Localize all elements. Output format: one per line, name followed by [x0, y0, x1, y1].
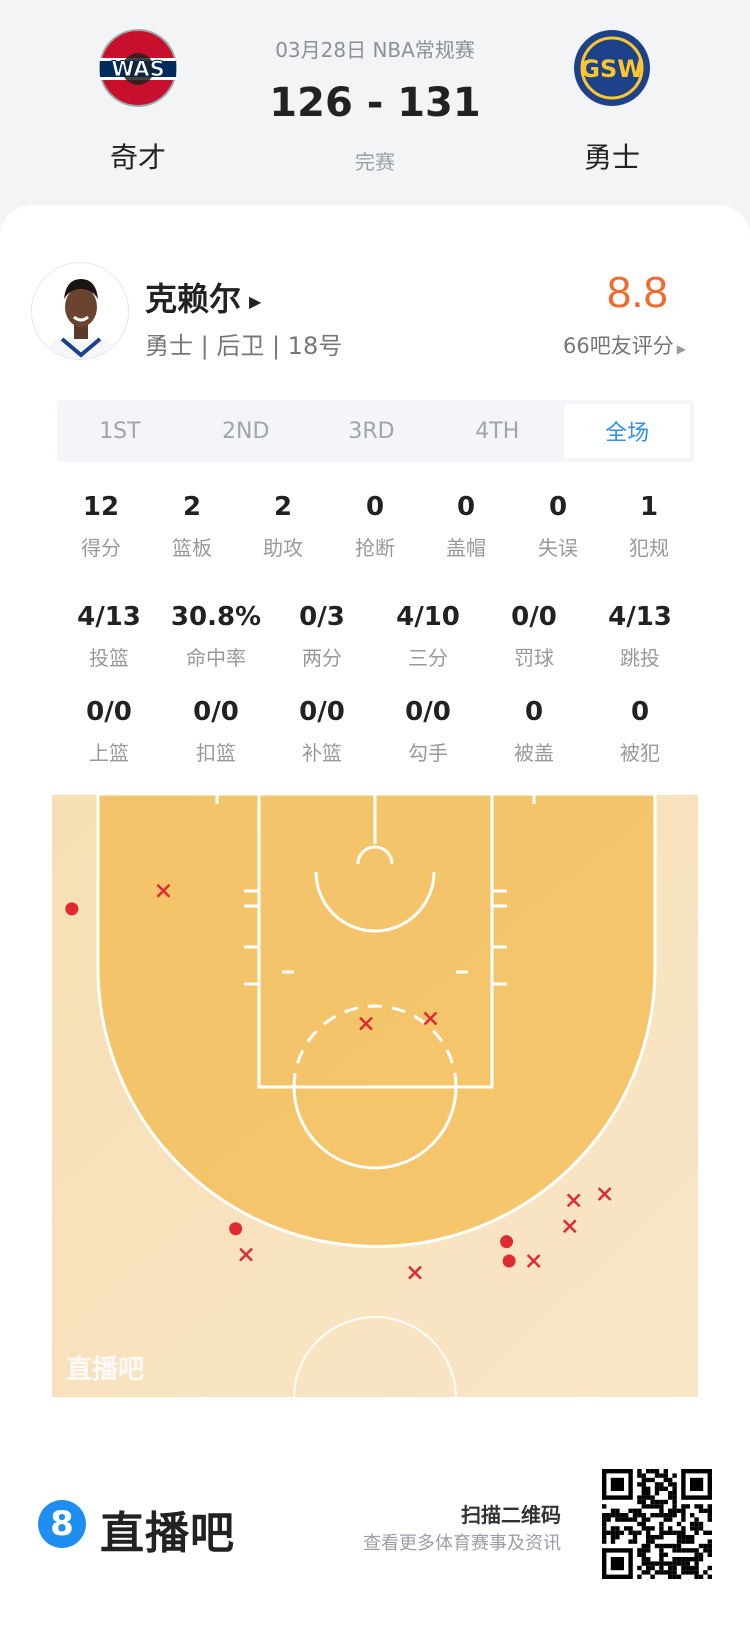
missed-shot-marker — [423, 1011, 438, 1026]
game-score: 126 - 131 — [269, 80, 481, 126]
watermark: 直播吧 — [66, 1355, 144, 1385]
game-status: 完赛 — [355, 150, 395, 174]
stat-value: 2 — [273, 492, 293, 522]
hoop — [356, 845, 394, 865]
stat-label: 犯规 — [629, 536, 669, 560]
period-tabs: 1ST 2ND 3RD 4TH 全场 — [57, 400, 694, 462]
home-team-name[interactable]: 奇才 — [109, 141, 167, 174]
missed-shot-marker — [562, 1219, 577, 1234]
missed-shot-marker — [526, 1254, 541, 1268]
made-shot-marker — [502, 1254, 516, 1268]
lane-ticks — [215, 794, 536, 986]
made-shot-marker — [500, 1235, 514, 1249]
stat-value: 2 — [182, 492, 202, 522]
stat-label: 抢断 — [355, 536, 395, 560]
three-point-line — [96, 794, 657, 1248]
made-shot-marker — [229, 1222, 243, 1236]
stat-value: 1 — [639, 492, 659, 522]
stat-label: 命中率 — [186, 646, 246, 670]
stat-value: 0/0 — [299, 697, 345, 727]
stat-label: 投篮 — [89, 646, 129, 670]
stat-label: 失误 — [538, 536, 578, 560]
free-throw-circle — [292, 1086, 458, 1170]
stat-value: 4/10 — [396, 602, 460, 632]
player-rating: 8.8 — [606, 268, 668, 317]
scan-title: 扫描二维码 — [461, 1503, 561, 1527]
rating-count: 66吧友评分 — [563, 334, 674, 358]
paint — [257, 794, 494, 1089]
stat-value: 4/13 — [77, 602, 141, 632]
stat-value: 0 — [548, 492, 568, 522]
stat-value: 30.8% — [170, 602, 262, 632]
svg-text:WAS: WAS — [111, 57, 165, 81]
stat-value: 0/0 — [511, 602, 557, 632]
missed-shot-marker — [597, 1187, 612, 1201]
stat-label: 被盖 — [514, 741, 554, 765]
stat-value: 12 — [82, 492, 120, 522]
tab-2nd[interactable]: 2ND — [221, 418, 270, 444]
stat-value: 0 — [456, 492, 476, 522]
player-info: 勇士 | 后卫 | 18号 — [145, 332, 343, 360]
tab-full-game[interactable]: 全场 — [564, 404, 690, 458]
stat-value: 4/13 — [608, 602, 672, 632]
missed-shot-marker — [239, 1247, 253, 1262]
restricted-area — [314, 871, 436, 933]
tab-1st[interactable]: 1ST — [99, 418, 141, 444]
player-avatar[interactable] — [31, 262, 129, 360]
stat-value: 0/0 — [86, 697, 132, 727]
svg-text:GSW: GSW — [580, 55, 643, 83]
made-shot-marker — [65, 902, 79, 916]
brand-icon-digit: 8 — [50, 1504, 74, 1544]
stat-label: 罚球 — [514, 646, 554, 670]
stat-label: 扣篮 — [196, 741, 236, 765]
tab-4th[interactable]: 4TH — [475, 418, 520, 444]
stat-label: 补篮 — [302, 741, 342, 765]
shot-chart: 直播吧 — [52, 794, 698, 1397]
stat-label: 盖帽 — [446, 536, 486, 560]
missed-shot-marker — [156, 883, 171, 898]
stat-label: 三分 — [408, 646, 448, 670]
missed-shot-marker — [359, 1016, 373, 1031]
stat-value: 0 — [524, 697, 544, 727]
game-date: 03月28日 NBA常规赛 — [275, 38, 475, 62]
stat-value: 0/3 — [299, 602, 345, 632]
stat-value: 0 — [630, 697, 650, 727]
stat-label: 被犯 — [620, 741, 660, 765]
away-team-logo[interactable]: GSW — [572, 28, 652, 108]
stat-label: 上篮 — [89, 741, 129, 765]
caret-right-icon: ▶ — [676, 342, 686, 356]
shot-markers — [65, 883, 612, 1280]
missed-shot-marker — [408, 1265, 422, 1280]
stat-label: 篮板 — [172, 536, 212, 560]
home-team-logo[interactable]: WAS — [98, 28, 178, 108]
stat-label: 勾手 — [408, 741, 448, 765]
qr-code[interactable] — [602, 1469, 712, 1579]
player-name-link[interactable]: 克赖尔 ▶ — [145, 274, 261, 320]
brand-logo-icon: 8 — [38, 1500, 86, 1548]
scan-subtitle: 查看更多体育赛事及资讯 — [363, 1533, 561, 1554]
stat-label: 两分 — [302, 646, 342, 670]
stat-label: 得分 — [81, 536, 121, 560]
stat-label: 助攻 — [263, 536, 303, 560]
center-circle — [293, 1316, 457, 1397]
player-name: 克赖尔 — [145, 280, 242, 318]
tab-3rd[interactable]: 3RD — [348, 418, 395, 444]
stat-value: 0/0 — [193, 697, 239, 727]
rating-link[interactable]: 66吧友评分 ▶ — [563, 330, 686, 360]
caret-right-icon: ▶ — [249, 291, 262, 311]
stat-value: 0/0 — [405, 697, 451, 727]
stat-label: 跳投 — [620, 646, 660, 670]
stat-value: 0 — [365, 492, 385, 522]
away-team-name[interactable]: 勇士 — [583, 141, 641, 174]
missed-shot-marker — [566, 1193, 581, 1208]
brand-name: 直播吧 — [100, 1508, 235, 1559]
